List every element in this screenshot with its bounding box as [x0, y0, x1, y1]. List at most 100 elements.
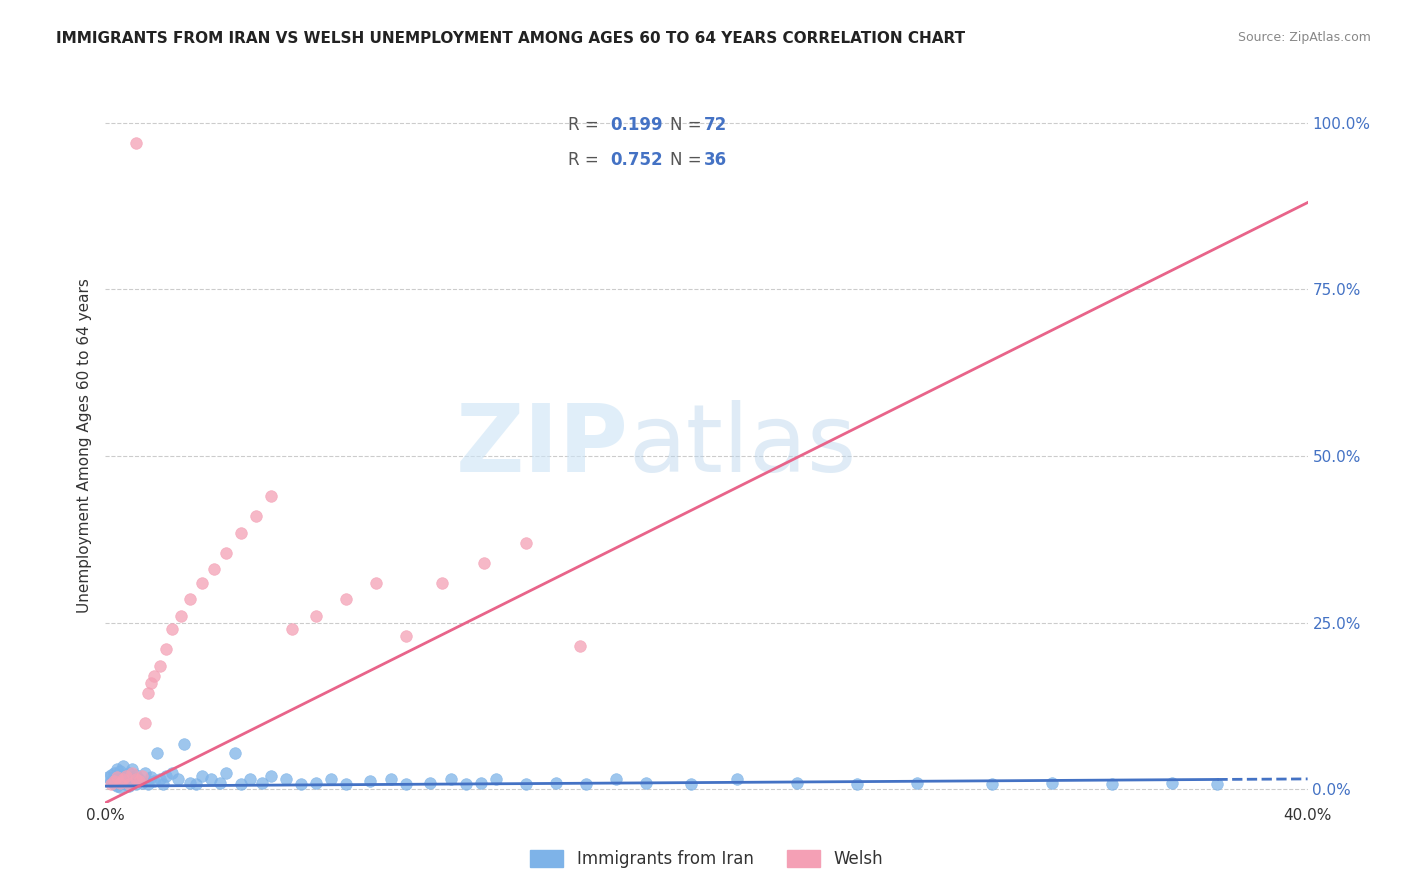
Point: [430, 575, 453, 590]
Point: [1206, 777, 1229, 791]
Point: [145, 746, 167, 760]
Point: [118, 777, 141, 791]
Point: [103, 774, 125, 789]
Point: [1040, 776, 1063, 790]
Point: [103, 765, 125, 780]
Point: [725, 772, 748, 787]
Point: [281, 623, 304, 637]
Point: [636, 776, 658, 790]
Point: [454, 777, 477, 791]
Point: [142, 774, 165, 789]
Point: [124, 772, 146, 787]
Point: [260, 489, 283, 503]
Point: [124, 768, 146, 782]
Point: [128, 774, 150, 789]
Point: [440, 772, 463, 787]
Point: [155, 769, 177, 783]
Point: [169, 609, 191, 624]
Point: [115, 769, 138, 783]
Point: [208, 776, 231, 790]
Point: [179, 592, 201, 607]
Point: [546, 776, 568, 790]
Point: [845, 777, 868, 791]
Point: [575, 777, 598, 791]
Point: [110, 764, 132, 778]
Point: [200, 772, 222, 787]
Point: [214, 765, 236, 780]
Point: [229, 525, 252, 540]
Point: [121, 774, 143, 789]
Point: [1101, 777, 1123, 791]
Point: [239, 772, 262, 787]
Point: [112, 759, 135, 773]
Text: ZIP: ZIP: [456, 400, 628, 492]
Point: [319, 772, 342, 787]
Text: 72: 72: [704, 116, 727, 134]
Point: [131, 769, 153, 783]
Point: [124, 136, 146, 150]
Point: [605, 772, 627, 787]
Point: [134, 715, 156, 730]
Point: [121, 763, 143, 777]
Point: [305, 776, 328, 790]
Point: [131, 776, 153, 790]
Point: [515, 535, 537, 549]
Text: R =: R =: [568, 116, 605, 134]
Point: [110, 780, 132, 795]
Point: [148, 659, 170, 673]
Y-axis label: Unemployment Among Ages 60 to 64 years: Unemployment Among Ages 60 to 64 years: [76, 278, 91, 614]
Point: [148, 772, 170, 787]
Point: [155, 642, 177, 657]
Point: [202, 562, 225, 576]
Point: [160, 765, 183, 780]
Point: [112, 776, 135, 790]
Point: [124, 777, 146, 791]
Point: [380, 772, 402, 787]
Point: [470, 776, 492, 790]
Point: [139, 771, 162, 785]
Point: [184, 777, 207, 791]
Point: [179, 776, 201, 790]
Legend: Immigrants from Iran, Welsh: Immigrants from Iran, Welsh: [522, 842, 891, 877]
Point: [569, 639, 592, 653]
Point: [100, 777, 122, 791]
Point: [1161, 776, 1184, 790]
Text: R =: R =: [568, 152, 605, 169]
Point: [110, 772, 132, 787]
Point: [97, 771, 120, 785]
Point: [485, 772, 508, 787]
Point: [136, 777, 159, 791]
Point: [166, 772, 188, 787]
Point: [395, 629, 418, 643]
Text: atlas: atlas: [628, 400, 856, 492]
Point: [128, 772, 150, 787]
Point: [107, 779, 129, 793]
Text: 36: 36: [704, 152, 727, 169]
Point: [786, 776, 808, 790]
Point: [121, 765, 143, 780]
Point: [364, 575, 387, 590]
Point: [335, 777, 357, 791]
Point: [100, 768, 122, 782]
Point: [681, 777, 703, 791]
Point: [134, 765, 156, 780]
Point: [100, 774, 122, 789]
Point: [152, 777, 174, 791]
Point: [359, 774, 381, 789]
Point: [103, 777, 125, 791]
Point: [190, 769, 212, 783]
Text: 0.752: 0.752: [610, 152, 664, 169]
Point: [290, 777, 312, 791]
Point: [115, 777, 138, 791]
Text: N =: N =: [671, 152, 707, 169]
Point: [142, 669, 165, 683]
Point: [472, 556, 495, 570]
Point: [981, 777, 1004, 791]
Point: [139, 675, 162, 690]
Point: [419, 776, 441, 790]
Point: [515, 777, 537, 791]
Point: [245, 509, 267, 524]
Point: [115, 769, 138, 783]
Point: [118, 779, 141, 793]
Point: [260, 769, 283, 783]
